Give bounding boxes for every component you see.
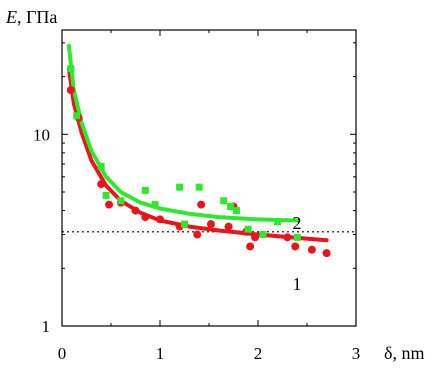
data-point-series-2 — [293, 233, 301, 241]
data-point-series-1 — [197, 200, 206, 209]
x-tick-label: 1 — [156, 344, 165, 363]
data-point-series-1 — [131, 206, 140, 215]
data-point-series-1 — [193, 230, 202, 239]
data-point-series-2 — [274, 218, 282, 226]
data-point-series-1 — [105, 200, 114, 209]
data-point-series-2 — [102, 191, 110, 199]
data-point-series-2 — [227, 203, 235, 211]
data-point-series-1 — [291, 242, 300, 251]
y-axis-label: E, ГПа — [5, 7, 57, 27]
data-point-series-2 — [259, 231, 267, 239]
data-point-series-1 — [156, 215, 164, 224]
data-point-series-2 — [176, 183, 184, 191]
data-point-series-2 — [67, 65, 75, 73]
data-point-series-1 — [307, 245, 316, 254]
data-point-series-1 — [246, 242, 255, 251]
data-point-series-2 — [232, 207, 240, 215]
data-point-series-1 — [97, 180, 106, 189]
x-tick-label: 0 — [58, 344, 67, 363]
data-point-series-2 — [97, 162, 105, 170]
data-point-series-1 — [66, 86, 75, 95]
x-axis-label: δ, nm — [384, 343, 424, 363]
data-point-series-2 — [195, 183, 203, 191]
data-point-series-2 — [141, 186, 149, 194]
data-point-series-1 — [224, 222, 233, 231]
data-point-series-2 — [220, 197, 228, 205]
data-point-series-2 — [151, 201, 159, 209]
x-tick-label: 2 — [254, 344, 263, 363]
data-point-series-1 — [322, 249, 331, 258]
data-point-series-1 — [283, 233, 292, 242]
data-point-series-2 — [244, 225, 252, 233]
data-point-series-2 — [181, 220, 188, 228]
series-label-1: 1 — [293, 274, 302, 294]
series-label-2: 2 — [293, 213, 302, 233]
y-tick-label: 10 — [33, 125, 50, 144]
data-point-series-2 — [117, 197, 125, 205]
data-point-series-1 — [251, 233, 260, 242]
fit-curve-series-1 — [66, 66, 329, 243]
x-tick-label: 3 — [352, 344, 361, 363]
data-point-series-1 — [206, 220, 215, 229]
y-tick-label: 1 — [42, 317, 51, 336]
data-point-series-1 — [141, 213, 150, 222]
data-point-series-2 — [73, 112, 81, 120]
